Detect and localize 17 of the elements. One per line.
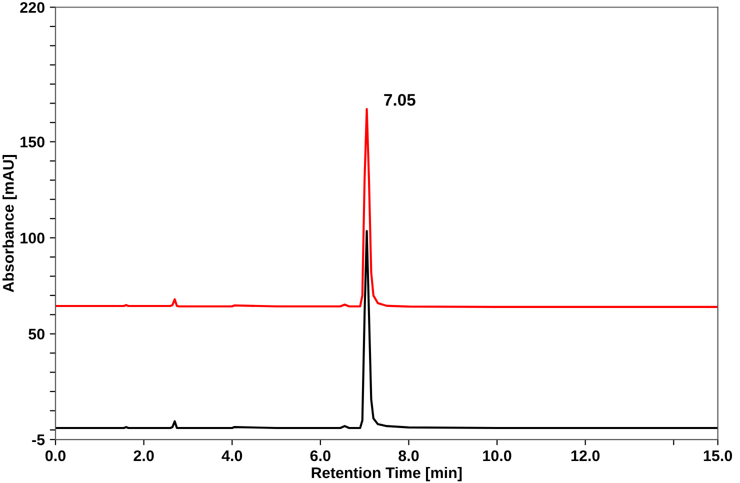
y-tick-label: 100	[20, 232, 44, 244]
y-tick-label: -5	[32, 434, 45, 446]
x-tick-label: 12.0	[571, 450, 600, 462]
y-tick-label: 220	[20, 2, 44, 13]
y-axis-title: Absorbance [mAU]	[2, 155, 17, 292]
y-tick-label: 150	[20, 136, 44, 148]
x-tick-label: 8.0	[398, 450, 419, 462]
x-tick-label: 15.0	[704, 450, 732, 462]
x-tick-label: 10.0	[483, 450, 512, 462]
annotation: 7.05	[384, 94, 416, 106]
x-axis-title: Retention Time [min]	[312, 466, 462, 482]
x-tick-label: 6.0	[310, 450, 330, 462]
x-tick-label: 4.0	[222, 450, 242, 462]
x-tick-label: 0.0	[45, 450, 66, 462]
line-series	[56, 108, 718, 308]
y-tick-label: 50	[28, 328, 44, 340]
x-tick-label: 2.0	[134, 450, 154, 462]
